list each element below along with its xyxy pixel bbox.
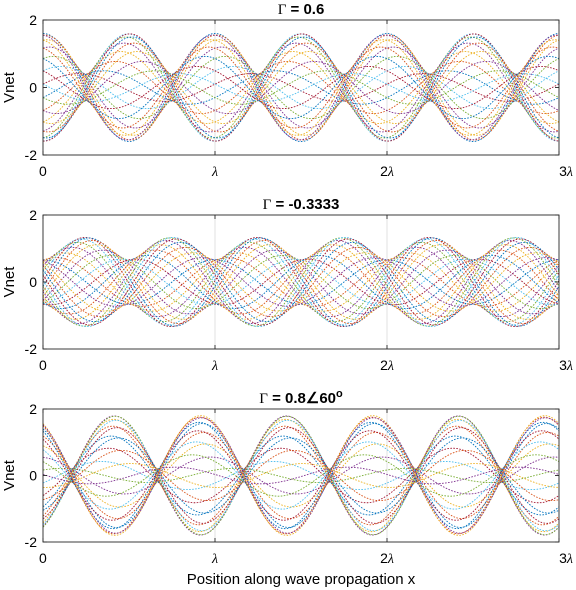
y-tick-label: -2 (25, 534, 38, 550)
series-line (43, 425, 559, 526)
series-line (43, 33, 559, 142)
title-symbol: Γ (263, 197, 272, 213)
series-line (43, 415, 559, 536)
x-tick-label: 3λ (559, 357, 573, 374)
y-tick-label: 0 (29, 274, 37, 290)
series-line (43, 466, 559, 485)
series-line (43, 427, 559, 524)
x-tick-label: λ (211, 552, 218, 567)
series-line (43, 36, 559, 139)
series-line (43, 447, 559, 504)
x-tick-label: λ (211, 359, 218, 374)
series-line (43, 419, 559, 532)
series-line (43, 51, 559, 124)
series-line (43, 36, 559, 139)
series-line (43, 240, 559, 324)
series-group (43, 33, 559, 142)
title-symbol: Γ (259, 391, 268, 407)
series-group (43, 415, 559, 536)
series-line (43, 416, 559, 535)
series-line (43, 70, 559, 105)
title-value: = 0.6 (286, 1, 324, 18)
series-line (43, 435, 559, 516)
series-line (43, 55, 559, 120)
title-symbol: Γ (278, 2, 287, 18)
series-line (43, 421, 559, 530)
series-line (43, 467, 559, 484)
y-axis-label: Vnet (1, 266, 18, 298)
series-line (43, 437, 559, 514)
x-tick-label: 0 (39, 163, 47, 179)
series-line (43, 244, 559, 320)
series-line (43, 241, 559, 323)
series-line (43, 46, 559, 129)
y-tick-label: 2 (29, 12, 37, 28)
axes-box (42, 408, 560, 543)
y-tick-label: 2 (29, 207, 37, 223)
series-line (43, 34, 559, 141)
x-tick-label: 2λ (380, 550, 394, 567)
series-group (43, 236, 559, 328)
series-line (43, 61, 559, 114)
series-line (43, 415, 559, 536)
series-line (43, 236, 559, 328)
y-tick-label: -2 (25, 147, 38, 163)
x-tick-label: 3λ (559, 163, 573, 180)
x-axis-label: Position along wave propagation x (187, 571, 416, 588)
series-line (43, 258, 559, 306)
chart-title: Γ = 0.8∠60o (259, 388, 343, 407)
chart-title: Γ = -0.3333 (263, 196, 340, 213)
x-tick-label: λ (211, 165, 218, 180)
series-line (43, 456, 559, 495)
y-tick-label: 0 (29, 80, 37, 96)
title-value: = 0.8∠60 (268, 390, 336, 407)
y-axis-label: Vnet (1, 459, 18, 491)
series-line (43, 461, 559, 490)
y-axis-label: Vnet (1, 71, 18, 103)
y-tick-label: 2 (29, 401, 37, 417)
series-line (43, 39, 559, 136)
series-line (43, 257, 559, 307)
series-line (43, 237, 559, 327)
series-line (43, 34, 559, 141)
x-tick-label: 2λ (380, 163, 394, 180)
series-line (43, 430, 559, 521)
series-line (43, 42, 559, 133)
x-tick-label: 2λ (380, 357, 394, 374)
series-line (43, 66, 559, 109)
y-tick-label: 0 (29, 468, 37, 484)
series-line (43, 417, 559, 534)
series-line (43, 454, 559, 497)
series-line (43, 255, 559, 309)
title-degree: o (336, 388, 343, 400)
series-line (43, 66, 559, 109)
series-line (43, 33, 559, 142)
series-line (43, 441, 559, 510)
x-tick-label: 3λ (559, 550, 573, 567)
series-line (43, 46, 559, 129)
x-tick-label: 0 (39, 550, 47, 566)
series-line (43, 55, 559, 120)
series-line (43, 51, 559, 124)
series-line (43, 39, 559, 136)
x-tick-label: 0 (39, 357, 47, 373)
series-line (43, 415, 559, 536)
series-line (43, 249, 559, 315)
chart-title: Γ = 0.6 (278, 1, 325, 18)
series-line (43, 33, 559, 142)
title-value: = -0.3333 (271, 196, 339, 213)
series-line (43, 73, 559, 102)
series-line (43, 418, 559, 533)
y-tick-label: -2 (25, 341, 38, 357)
